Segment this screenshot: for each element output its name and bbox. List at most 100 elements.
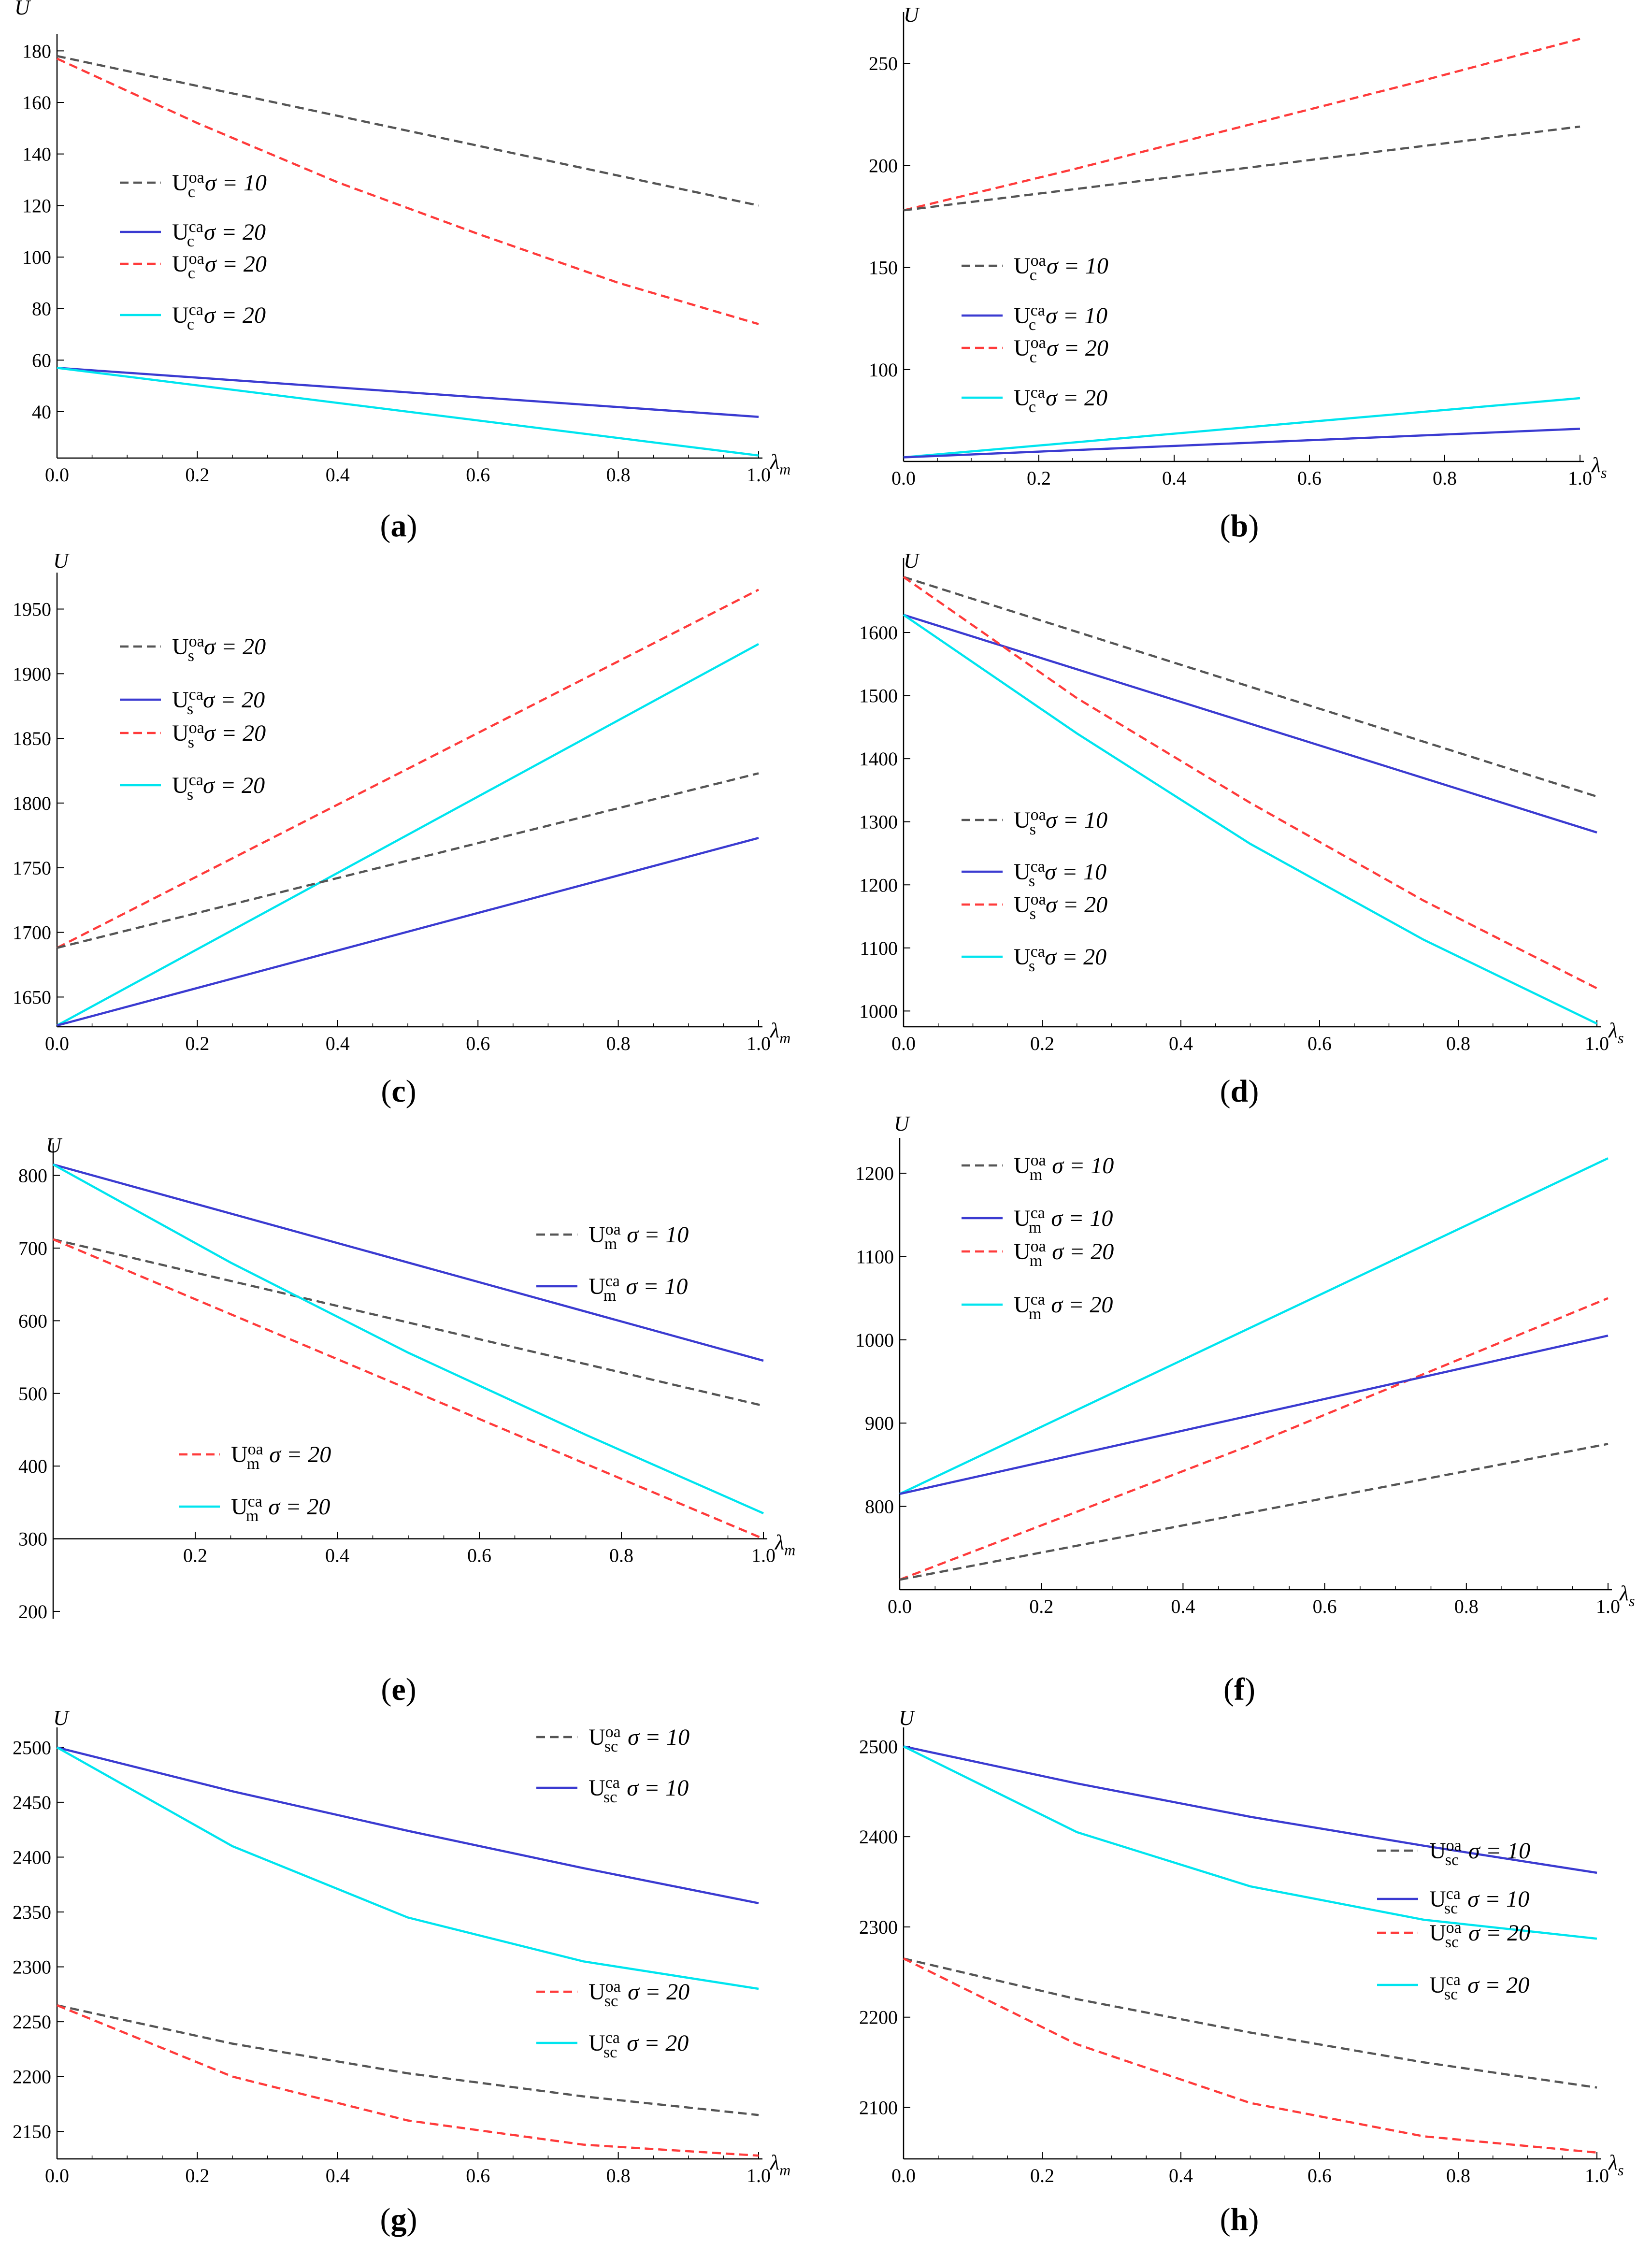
x-tick-label: 0.8 xyxy=(1433,467,1457,489)
legend-entry: Uoa c σ = 20 xyxy=(962,334,1108,366)
y-tick-label: 2500 xyxy=(859,1736,898,1757)
y-tick-label: 80 xyxy=(32,298,51,320)
x-tick-label: 0.6 xyxy=(1297,467,1322,489)
legend-entry: Uca m σ = 10 xyxy=(536,1272,688,1305)
legend-label: Uoa m σ = 20 xyxy=(231,1440,331,1473)
legend-entry: Uoa c σ = 10 xyxy=(962,252,1108,284)
legend-entry: Uoa s σ = 20 xyxy=(120,632,266,665)
x-tick-label: 0.0 xyxy=(45,2165,69,2186)
panel-g: 0.0 0.2 0.4 0.6 0.8 1.0 2150 2200 2250 2300 2350 24… xyxy=(13,1706,790,2237)
legend-label: Uca c σ = 20 xyxy=(172,218,266,250)
y-tick-label: 1800 xyxy=(13,792,51,814)
x-tick-label: 0.8 xyxy=(606,2165,631,2186)
legend-entry: Uca sc σ = 20 xyxy=(536,2029,689,2061)
x-tick-label: 0.4 xyxy=(326,2165,350,2186)
panel-label: (f) xyxy=(1223,1672,1255,1707)
x-tick-label: 1.0 xyxy=(747,1033,771,1054)
series-line-cyan xyxy=(52,1164,764,1514)
legend-label: Uca s σ = 10 xyxy=(1014,858,1106,890)
x-tick-label: 0.4 xyxy=(1169,2165,1193,2186)
legend-label: Uoa s σ = 20 xyxy=(1014,891,1107,923)
x-tick-label: 0.6 xyxy=(1307,2165,1332,2186)
legend-entry: Uoa s σ = 10 xyxy=(962,806,1107,838)
x-tick-label: 0.4 xyxy=(1171,1595,1195,1617)
series-line-red xyxy=(53,1238,764,1540)
y-tick-label: 800 xyxy=(18,1165,47,1187)
y-tick-label: 1900 xyxy=(13,663,51,685)
x-axis-label: λs xyxy=(1619,1581,1635,1610)
x-tick-label: 1.0 xyxy=(1585,1033,1609,1054)
y-axis-label: U xyxy=(14,0,31,19)
legend-label: Uca sc σ = 10 xyxy=(1429,1885,1529,1917)
legend-label: Uoa m σ = 10 xyxy=(1014,1151,1114,1184)
y-tick-label: 1700 xyxy=(13,922,51,944)
legend-label: Uca m σ = 10 xyxy=(1014,1204,1113,1236)
y-axis-label: U xyxy=(899,1706,916,1730)
series-line-red xyxy=(903,38,1580,212)
series-line-red xyxy=(57,57,759,325)
x-tick-label: 0.8 xyxy=(1454,1595,1479,1617)
y-tick-label: 1000 xyxy=(859,1000,898,1022)
legend-entry: Uoa m σ = 20 xyxy=(179,1440,331,1473)
y-tick-label: 2500 xyxy=(13,1737,51,1758)
y-tick-label: 2300 xyxy=(859,1916,898,1938)
y-tick-label: 2350 xyxy=(13,1901,51,1923)
legend-entry: Uca s σ = 20 xyxy=(962,943,1106,975)
x-tick-label: 0.0 xyxy=(891,467,916,489)
series-line-red xyxy=(57,2004,759,2157)
y-tick-label: 1600 xyxy=(859,622,898,644)
y-tick-label: 800 xyxy=(865,1496,894,1518)
x-tick-label: 0.2 xyxy=(185,464,209,486)
x-tick-label: 0.4 xyxy=(1162,467,1186,489)
panel-h: 0.0 0.2 0.4 0.6 0.8 1.0 2100 2200 2300 2400 2500Uλ… xyxy=(859,1706,1624,2237)
x-tick-label: 0.4 xyxy=(325,1545,349,1567)
legend-label: Uoa s σ = 10 xyxy=(1014,806,1107,838)
series-line-black-dashed xyxy=(903,1957,1597,2089)
panel-b: 0.0 0.2 0.4 0.6 0.8 1.0 100 150 200 250 Uλs Uoa c σ =… xyxy=(869,3,1607,544)
y-tick-label: 150 xyxy=(869,257,898,279)
legend-entry: Uca c σ = 20 xyxy=(962,384,1107,416)
series-line-cyan xyxy=(56,1746,759,1990)
x-tick-label: 0.0 xyxy=(45,1033,69,1054)
legend-entry: Uoa s σ = 20 xyxy=(120,719,266,751)
panel-label: (d) xyxy=(1220,1074,1259,1109)
x-tick-label: 0.6 xyxy=(1313,1595,1337,1617)
x-tick-label: 1.0 xyxy=(1596,1595,1620,1617)
legend-label: Uoa s σ = 20 xyxy=(172,719,266,751)
series-line-black-dashed xyxy=(57,2004,759,2116)
series-line-blue xyxy=(899,1335,1609,1495)
panel-e: 0.2 0.4 0.6 0.8 1.0 200 300 400 500 600 700 800 Uλm U… xyxy=(18,1134,795,1707)
y-tick-label: 2200 xyxy=(13,2066,51,2088)
x-tick-label: 0.2 xyxy=(185,1033,209,1054)
panel-c: 0.0 0.2 0.4 0.6 0.8 1.0 1650 1700 1750 1800 1850 19… xyxy=(13,549,790,1109)
series-line-cyan xyxy=(57,367,759,457)
legend-entry: Uoa s σ = 20 xyxy=(962,891,1107,923)
legend-entry: Uoa sc σ = 10 xyxy=(536,1723,690,1755)
series-line-black-dashed xyxy=(53,1238,764,1407)
x-axis-label: λs xyxy=(1591,453,1607,481)
y-tick-label: 2200 xyxy=(859,2007,898,2028)
legend-label: Uca c σ = 20 xyxy=(172,301,266,333)
series-line-blue xyxy=(57,1746,759,1905)
y-tick-label: 2300 xyxy=(13,1956,51,1978)
legend-label: Uca sc σ = 20 xyxy=(1429,1971,1529,2003)
series-line-black-dashed xyxy=(899,1443,1609,1581)
x-tick-label: 0.2 xyxy=(185,2165,209,2186)
y-tick-label: 200 xyxy=(18,1601,47,1623)
series-line-cyan xyxy=(56,643,760,1027)
y-tick-label: 400 xyxy=(18,1455,47,1477)
series-line-blue xyxy=(903,614,1597,834)
x-axis-label: λm xyxy=(774,1531,795,1559)
panel-label: (b) xyxy=(1220,508,1259,544)
legend-entry: Uoa sc σ = 20 xyxy=(536,1978,690,2010)
x-tick-label: 0.0 xyxy=(888,1595,912,1617)
series-line-cyan xyxy=(903,1745,1597,1940)
legend-entry: Uca sc σ = 10 xyxy=(536,1774,689,1806)
x-tick-label: 0.6 xyxy=(1307,1033,1332,1054)
legend-entry: Uca c σ = 20 xyxy=(120,218,266,250)
y-axis-label: U xyxy=(53,1706,70,1730)
series-line-blue xyxy=(57,837,759,1027)
x-axis-label: λs xyxy=(1608,2151,1624,2179)
x-tick-label: 0.4 xyxy=(326,464,350,486)
x-tick-label: 1.0 xyxy=(1568,467,1592,489)
